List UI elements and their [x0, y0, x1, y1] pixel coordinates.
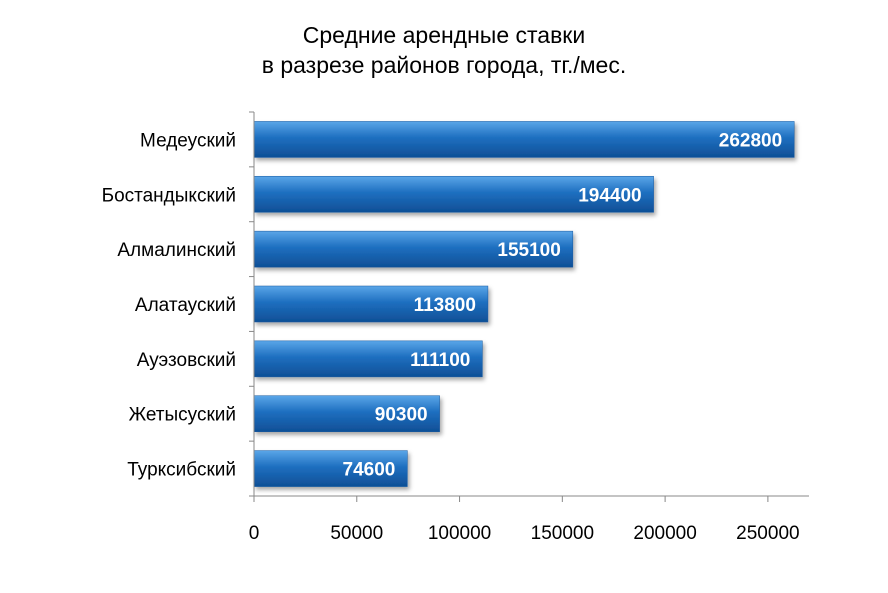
bar-3: [253, 285, 489, 323]
category-label-1: Бостандыкский: [102, 185, 236, 206]
x-tick-label-2: 100000: [428, 523, 491, 544]
bar-5: [253, 395, 440, 432]
x-tick-label-4: 200000: [633, 523, 696, 544]
x-tick-label-1: 50000: [330, 523, 383, 544]
bar-4: [253, 340, 483, 378]
bar-value-label-5: 90300: [375, 405, 428, 426]
category-label-5: Жетысуский: [129, 405, 236, 426]
bar-value-label-3: 113800: [414, 295, 476, 316]
x-tick-label-5: 250000: [736, 523, 799, 544]
bar-value-label-4: 111100: [410, 350, 470, 371]
category-label-2: Алмалинский: [117, 240, 236, 261]
category-label-3: Алатауский: [135, 295, 236, 316]
bar-2: [253, 230, 574, 268]
category-label-0: Медеуский: [140, 130, 236, 151]
bar-value-label-2: 155100: [497, 240, 560, 261]
bar-0: [253, 121, 795, 158]
bar-6: [253, 450, 408, 487]
chart-title-line-1: Средние арендные ставки: [302, 22, 586, 48]
bar-value-label-1: 194400: [578, 185, 641, 206]
bar-1: [253, 176, 654, 213]
x-tick-label-3: 150000: [531, 523, 594, 544]
chart-title-line-2: в разрезе районов города, тг./мес.: [261, 52, 627, 78]
category-label-4: Ауэзовский: [137, 350, 236, 371]
bar-value-label-6: 74600: [343, 460, 396, 481]
x-tick-label-0: 0: [249, 523, 260, 544]
bars-layer: 262800 194400 155100 113800 111100 90300 74600: [253, 121, 795, 487]
chart-title: Средние арендные ставки в разрезе районо…: [0, 20, 888, 80]
category-label-6: Турксибский: [127, 460, 236, 481]
bar-value-label-0: 262800: [719, 130, 782, 151]
axis-layer: Медеуский Бостандыкский Алмалинский Алатаус…: [102, 111, 809, 544]
